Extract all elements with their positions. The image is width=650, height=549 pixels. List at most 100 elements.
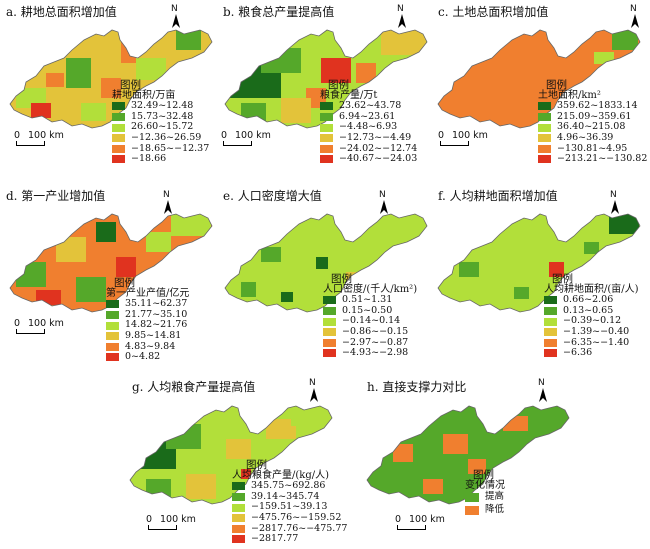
legend-swatch [106,311,119,320]
legend-f: 图例 人均耕地面积/(亩/人) 0.66~2.06 0.13~0.65 −0.3… [544,274,639,359]
legend-swatch [106,321,119,330]
map-d [9,213,213,313]
legend-title: 第一产业产值/亿元 [106,287,190,299]
legend-swatch [323,328,336,337]
legend-title: 土地面积/km² [538,89,601,101]
legend-class: 359.62~1833.14 [538,101,647,112]
legend-label: 0.15~0.50 [342,304,393,316]
legend-label: −18.66 [131,153,167,165]
legend-class: −6.36 [544,348,639,359]
legend-swatch [320,155,333,164]
north-arrow-icon [310,388,318,402]
panel-c: c. 土地总面积增加值 N 图例 土地面积/km² 359.62~1833.14… [434,0,650,180]
legend-label: 4.83~9.84 [125,340,176,352]
legend-swatch [232,493,245,502]
legend-class: 0~4.82 [106,352,189,363]
legend-swatch [538,113,551,122]
legend-swatch [232,503,245,512]
legend-swatch [544,349,557,358]
legend-swatch [544,328,557,337]
panel-title: h. 直接支撑力对比 [367,380,467,394]
legend-class: −475.76~−159.52 [232,511,347,524]
north-arrow-icon [539,388,547,402]
legend-class: 35.11~62.37 [106,299,189,310]
legend-swatch [465,493,479,503]
legend-swatch [106,332,119,341]
legend-label: 26.60~15.72 [131,121,194,133]
panel-g: g. 人均粮食产量提高值 N 图例 人均粮食产量/(kg/人) 345.75~6… [120,372,350,549]
legend-title: 变化情况 [465,479,505,491]
legend-label: −18.65~−12.37 [131,142,210,154]
legend-label: −6.36 [563,347,593,359]
legend-label: −213.21~−130.82 [557,153,648,165]
panel-title: f. 人均耕地面积增加值 [438,189,558,203]
legend-class: −18.66 [112,154,209,165]
legend-label: −2817.77 [251,533,299,545]
legend-label: 21.77~35.10 [125,308,188,320]
panel-h: h. 直接支撑力对比 N 图例 变化情况 提高 降低 0 100 km [355,372,580,549]
legend-swatch [232,482,245,491]
scale-text: 100 km [28,130,64,141]
legend-swatch [538,144,551,153]
legend-class: −0.14~0.14 [323,316,417,327]
north-label: N [379,190,386,200]
legend-class: −4.48~6.93 [320,122,417,133]
legend-label: 36.40~215.08 [557,121,626,133]
legend-title: 耕地面积/万亩 [112,89,176,101]
legend-h: 图例 变化情况 提高 降低 [465,470,505,517]
scale-text: 100 km [235,130,271,141]
legend-g: 图例 人均粮食产量/(kg/人) 345.75~692.86 39.14~345… [232,460,347,545]
legend-swatch [232,524,245,533]
legend-title: 人均粮食产量/(kg/人) [232,469,330,481]
legend-label: −159.51~39.13 [251,501,328,513]
scale-line [223,141,252,146]
legend-class: 0.66~2.06 [544,295,639,306]
legend-label: −2817.76~−475.77 [251,522,348,534]
scale-text: 100 km [160,514,196,525]
legend-heading: 图例 [546,79,567,91]
north-arrow-icon [164,200,172,214]
legend-swatch [320,102,333,111]
legend-swatch [544,317,557,326]
map-c [437,29,641,129]
legend-label: 降低 [485,504,505,516]
legend-heading: 图例 [120,79,141,91]
legend-swatch [232,514,245,523]
legend-swatch [323,296,336,305]
scale-text: 100 km [28,318,64,329]
legend-swatch [106,300,119,309]
north-arrow-icon [398,14,406,28]
legend-class: −6.35~−1.40 [544,336,639,349]
legend-class: 4.96~36.39 [538,131,647,144]
legend-heading: 图例 [246,459,267,471]
legend-label: 0.66~2.06 [563,294,614,306]
north-arrow: N [394,4,410,30]
legend-label: −475.76~−159.52 [251,511,342,523]
legend-label: −6.35~−1.40 [563,336,630,348]
legend-swatch [538,155,551,164]
legend-label: 0.13~0.65 [563,304,614,316]
legend-label: 4.96~36.39 [557,131,614,143]
scale-text: 100 km [409,514,445,525]
scale-zero: 0 [395,514,402,525]
north-arrow: N [160,190,176,216]
legend-class: −2817.77 [232,534,347,545]
legend-swatch [323,349,336,358]
legend-heading: 图例 [331,273,352,285]
legend-swatch [323,317,336,326]
legend-label: 23.62~43.78 [339,100,402,112]
legend-class: −213.21~−130.82 [538,154,647,165]
legend-class: 23.62~43.78 [320,101,417,112]
north-arrow: N [306,378,322,404]
legend-swatch [538,123,551,132]
north-label: N [630,4,637,14]
north-arrow: N [168,4,184,30]
scale-line [148,525,177,530]
north-label: N [538,378,545,388]
scale-line [16,329,45,334]
legend-swatch [112,134,125,143]
legend-label: 39.14~345.74 [251,490,320,502]
north-arrow: N [535,378,551,404]
legend-class: −18.65~−12.37 [112,142,210,155]
legend-label: 215.09~359.61 [557,110,632,122]
